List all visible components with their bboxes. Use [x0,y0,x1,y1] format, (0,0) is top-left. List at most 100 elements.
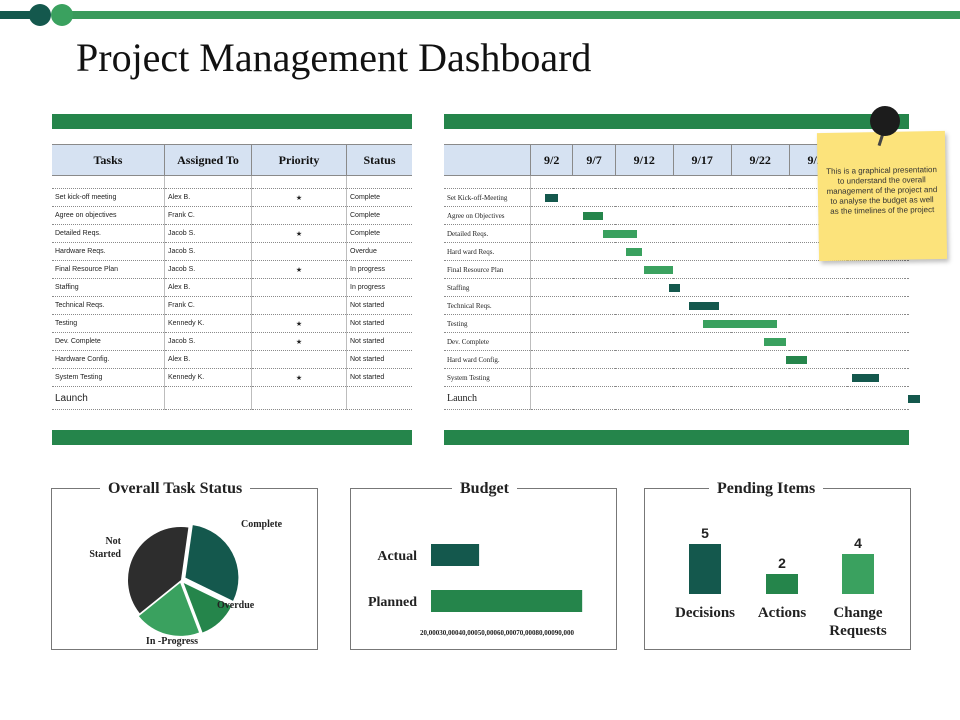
task-status-pie-chart: Complete Overdue In -Progress Not Started [89,519,283,647]
task-name-cell: Set kick-off meeting [52,188,165,207]
gantt-date-header: 9/17 [673,144,732,176]
gantt-task-label: Staffing [444,278,531,297]
priority-cell: ★ [251,224,347,243]
header-priority: Priority [251,144,347,176]
gantt-track [530,278,909,297]
gantt-bar [689,302,719,310]
pie-label: Complete [241,519,283,530]
gantt-bar [668,284,681,292]
assigned-to-cell: Jacob S. [164,242,252,261]
pie-slice-complete [185,525,239,601]
gantt-date-header: 9/7 [572,144,616,176]
gantt-row: Agree on Objectives [444,206,909,225]
table-row: Hardware Config. Alex B. Not started [52,350,412,369]
header-dot-dark [29,4,51,26]
task-name-cell: Hardware Reqs. [52,242,165,261]
gantt-task-label: Technical Reqs. [444,296,531,315]
priority-cell: ★ [251,260,347,279]
gantt-track [530,314,909,333]
empty-cell [346,386,412,410]
header-status: Status [346,144,412,176]
header-assigned-to: Assigned To [164,144,252,176]
empty-cell [251,386,347,410]
assigned-to-cell: Kennedy K. [164,368,252,387]
budget-bar-planned [431,590,583,612]
task-name-cell: Staffing [52,278,165,297]
gantt-bar [851,374,880,382]
empty-cell [164,386,252,410]
status-cell: Complete [346,206,412,225]
task-table-header-row: Tasks Assigned To Priority Status [52,144,412,176]
gantt-spacer-row [444,175,909,189]
gantt-bar [544,194,559,202]
table-row: Detailed Reqs. Jacob S. ★ Complete [52,224,412,243]
gantt-track [530,386,920,410]
budget-category-label: Actual [377,549,417,564]
gantt-task-label: Final Resource Plan [444,260,531,279]
pie-slice-not-started [128,527,189,614]
gantt-track [530,332,909,351]
table-row: Technical Reqs. Frank C. Not started [52,296,412,315]
pending-value-label: 4 [854,535,862,551]
task-name-cell: Detailed Reqs. [52,224,165,243]
pie-label: In -Progress [146,636,198,647]
gantt-chart: 9/29/79/129/179/229/2710/2 Set Kick-off-… [444,144,920,410]
assigned-to-cell: Jacob S. [164,260,252,279]
task-name-cell: Agree on objectives [52,206,165,225]
gantt-bar [625,248,642,256]
gantt-bar [582,212,604,220]
table-row: Staffing Alex B. In progress [52,278,412,297]
priority-cell [251,296,347,315]
sticky-note: This is a graphical presentation to unde… [816,130,948,262]
pending-category-label: Change Requests [829,605,887,639]
gantt-track [530,350,909,369]
gantt-track [530,242,909,261]
gantt-header-blank [444,144,531,176]
priority-star-icon: ★ [295,338,303,346]
gantt-row: Set Kick-off-Meeting [444,188,909,207]
gantt-date-header: 9/2 [530,144,574,176]
priority-star-icon: ★ [295,230,303,238]
gantt-bar [603,230,638,238]
table-row: System Testing Kennedy K. ★ Not started [52,368,412,387]
gantt-row-launch: Launch [444,386,920,410]
priority-star-icon: ★ [295,266,303,274]
status-cell: Complete [346,188,412,207]
pending-bar-decisions [689,544,721,594]
gantt-body: Set Kick-off-Meeting Agree on Objectives D… [444,175,920,410]
status-cell: Complete [346,224,412,243]
task-name-cell: System Testing [52,368,165,387]
priority-cell: ★ [251,188,347,207]
sticky-note-text: This is a graphical presentation to unde… [826,165,938,216]
launch-label: Launch [52,386,165,410]
task-name-cell: Final Resource Plan [52,260,165,279]
page-title: Project Management Dashboard [76,35,592,80]
gantt-row: Dev. Complete [444,332,909,351]
pending-value-label: 2 [778,555,786,571]
task-table-body: Set kick-off meeting Alex B. ★ Complete Agre… [52,175,412,410]
task-name-cell: Technical Reqs. [52,296,165,315]
pie-label: Not Started [89,536,121,560]
gantt-track [530,260,909,279]
gantt-task-label: Set Kick-off-Meeting [444,188,531,207]
pending-items-bar-chart: 5 Decisions 2 Actions 4 Change Requests [675,525,887,639]
assigned-to-cell: Frank C. [164,296,252,315]
priority-cell [251,278,347,297]
priority-cell: ★ [251,368,347,387]
table-spacer-row [52,175,412,189]
pie-slice-in-progress [138,582,200,636]
budget-title: Budget [452,480,517,498]
pending-bar-change-requests [842,554,874,594]
task-table-top-band [52,114,412,129]
status-cell: In progress [346,260,412,279]
gantt-task-label: Dev. Complete [444,332,531,351]
header-accent-bar [0,11,40,19]
task-name-cell: Hardware Config. [52,350,165,369]
priority-cell [251,350,347,369]
pushpin-icon [870,106,900,136]
gantt-track [530,188,909,207]
gantt-row: System Testing [444,368,909,387]
task-table-bottom-band [52,430,412,445]
priority-cell: ★ [251,314,347,333]
budget-category-label: Planned [368,595,417,610]
